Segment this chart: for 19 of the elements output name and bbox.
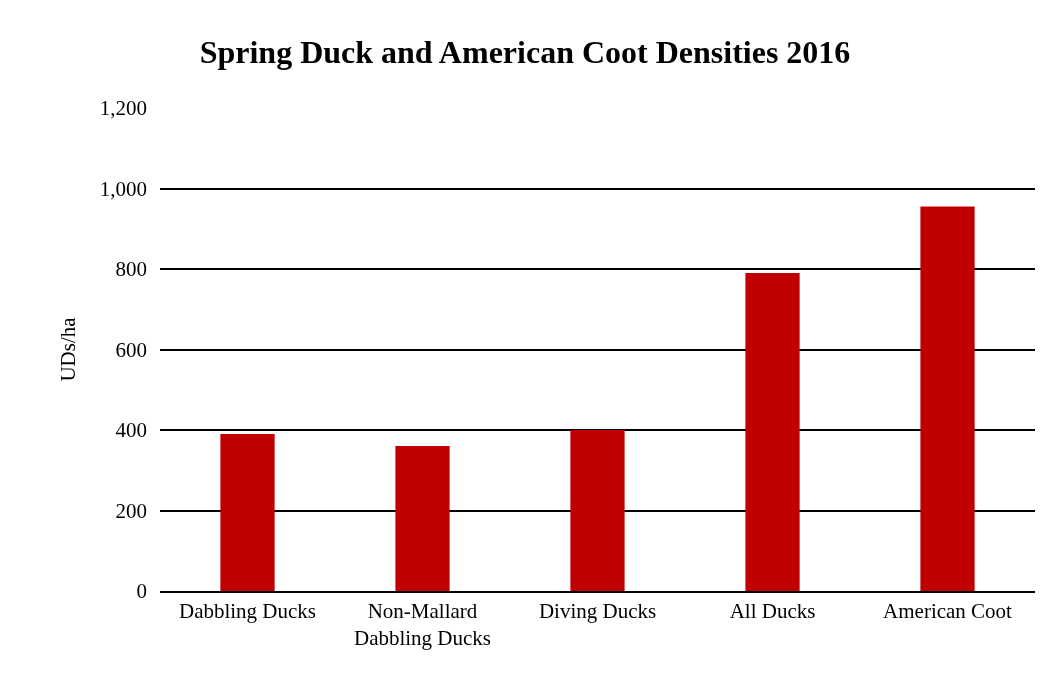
x-tick-label: Dabbling Ducks [178, 598, 317, 623]
bar [220, 434, 275, 591]
x-tick-label: Non-Mallard Dabbling Ducks [353, 598, 492, 651]
x-tick-label: Diving Ducks [538, 598, 657, 623]
y-tick-label: 200 [115, 498, 147, 523]
x-tick-label: All Ducks [729, 598, 816, 623]
y-tick-label: 0 [136, 579, 147, 604]
y-tick-label: 600 [115, 337, 147, 362]
chart-title: Spring Duck and American Coot Densities 2016 [199, 34, 851, 71]
y-tick-label: 400 [115, 418, 147, 443]
y-axis-title: UDs/ha [55, 316, 80, 382]
bar [920, 206, 975, 591]
y-tick-label: 1,000 [99, 176, 147, 201]
y-tick-label: 1,200 [99, 96, 147, 121]
y-tick-label: 800 [115, 257, 147, 282]
bar [570, 430, 625, 591]
bar [745, 273, 800, 591]
bar [395, 446, 450, 591]
x-tick-label: American Coot [883, 598, 1013, 623]
